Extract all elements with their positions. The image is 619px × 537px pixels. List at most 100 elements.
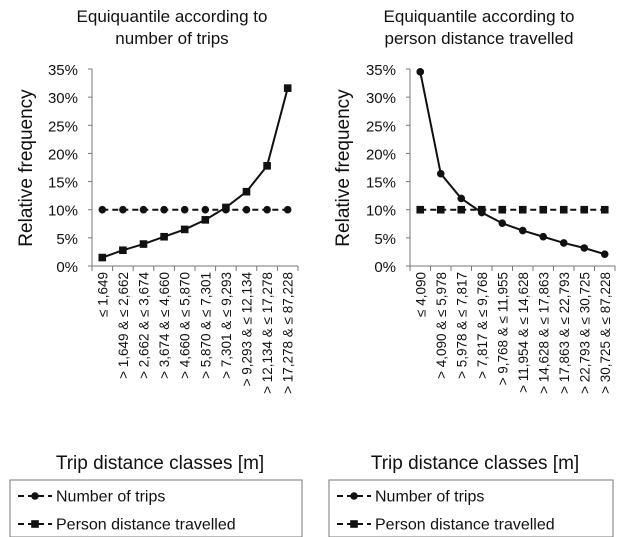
legend-box	[328, 479, 614, 537]
data-point-circle	[457, 194, 466, 203]
legend-item: Person distance travelled	[18, 517, 236, 534]
legend-label: Person distance travelled	[56, 517, 236, 534]
y-tick-label: 25%	[366, 118, 396, 135]
data-point-square	[518, 205, 527, 214]
y-axis-label: Relative frequency	[333, 89, 354, 247]
data-point-circle	[283, 205, 292, 214]
data-point-square	[242, 187, 251, 196]
x-tick-label: > 4,090 & ≤ 5,978	[434, 272, 449, 379]
data-point-circle	[580, 244, 589, 252]
chart-title-line: number of trips	[115, 29, 228, 48]
data-point-square	[201, 216, 210, 224]
legend: Number of trips Person distance travelled	[328, 479, 614, 537]
x-tick-label: > 7,817 & ≤ 9,768	[475, 272, 490, 379]
x-tick-label: > 9,768 & ≤ 11,955	[495, 272, 510, 385]
data-point-square	[119, 246, 127, 255]
data-point-square	[222, 203, 230, 212]
x-tick-label: ≤ 1,649	[95, 272, 110, 317]
x-tick-label: > 3,674 & ≤ 4,660	[157, 272, 172, 379]
legend-label: Person distance travelled	[375, 517, 555, 534]
chart-number-of-trips: Equiquantile according to number of trips…	[9, 7, 303, 537]
legend-marker-circle	[31, 492, 39, 500]
legend-item: Number of trips	[18, 489, 165, 506]
y-tick-label: 30%	[366, 90, 396, 107]
x-tick-label: > 30,725 & ≤ 87,228	[598, 272, 613, 394]
x-axis-label: Trip distance classes [m]	[371, 453, 579, 474]
series-number-of-trips	[416, 68, 609, 258]
y-tick-label: 20%	[366, 146, 396, 163]
series-person-distance-travelled	[98, 84, 292, 262]
y-tick-label: 5%	[374, 231, 396, 248]
data-point-square	[416, 205, 425, 214]
series-number-of-trips	[98, 205, 292, 214]
data-point-square	[180, 225, 189, 234]
x-tick-label: > 17,863 & ≤ 22,793	[557, 272, 572, 394]
data-point-square	[457, 205, 466, 214]
y-tick-label: 30%	[48, 90, 78, 107]
data-point-circle	[139, 205, 148, 214]
x-tick-label: > 12,134 & ≤ 17,278	[260, 272, 275, 394]
legend-item: Number of trips	[337, 489, 484, 506]
legend-marker-square	[31, 520, 39, 528]
y-tick-label: 35%	[366, 62, 396, 79]
data-point-circle	[242, 205, 251, 214]
data-point-circle	[600, 250, 609, 258]
data-point-square	[477, 205, 486, 214]
x-tick-label: > 5,978 & ≤ 7,817	[454, 272, 469, 379]
data-point-circle	[98, 205, 107, 214]
y-tick-label: 35%	[48, 62, 78, 79]
data-point-square	[580, 205, 589, 214]
y-tick-label: 15%	[366, 175, 396, 192]
data-point-square	[600, 205, 609, 214]
x-tick-label: > 4,660 & ≤ 5,870	[178, 272, 193, 379]
y-tick-label: 20%	[48, 146, 78, 163]
series-line	[419, 71, 606, 256]
data-point-square	[436, 205, 445, 214]
x-tick-label: ≤ 4,090	[413, 272, 428, 317]
chart-title-line: Equiquantile according to	[77, 7, 268, 26]
data-point-square	[139, 240, 148, 248]
x-tick-label: > 17,278 & ≤ 87,228	[281, 272, 296, 394]
data-point-circle	[119, 205, 127, 214]
x-tick-label: > 22,793 & ≤ 30,725	[577, 272, 592, 394]
data-point-circle	[201, 205, 210, 214]
y-tick-label: 10%	[366, 203, 396, 220]
x-tick-label: > 2,662 & ≤ 3,674	[137, 272, 152, 379]
legend-label: Number of trips	[56, 489, 165, 506]
legend-marker-square	[350, 520, 358, 528]
data-point-square	[498, 205, 507, 214]
legend: Number of trips Person distance travelled	[9, 479, 303, 537]
x-tick-label: > 14,628 & ≤ 17,863	[536, 272, 551, 394]
data-point-square	[160, 232, 168, 241]
data-point-circle	[263, 205, 271, 214]
legend-marker-circle	[350, 492, 358, 500]
data-point-circle	[559, 239, 568, 247]
series-line	[101, 87, 289, 259]
legend-box	[9, 479, 303, 537]
chart-title-line: person distance travelled	[384, 29, 573, 48]
y-tick-label: 15%	[48, 175, 78, 192]
y-tick-label: 5%	[56, 231, 78, 248]
data-point-circle	[180, 205, 189, 214]
data-point-square	[559, 205, 568, 214]
y-tick-label: 10%	[48, 203, 78, 220]
chart-title-line: Equiquantile according to	[384, 7, 575, 26]
chart-person-distance: Equiquantile according to person distance…	[328, 7, 616, 537]
x-tick-label: > 5,870 & ≤ 7,301	[198, 272, 213, 379]
y-axis-label: Relative frequency	[16, 89, 37, 247]
y-tick-label: 25%	[48, 118, 78, 135]
x-axis-label: Trip distance classes [m]	[56, 453, 264, 474]
series-person-distance-travelled	[416, 205, 609, 214]
data-point-circle	[539, 232, 548, 241]
x-tick-label: > 9,293 & ≤ 12,134	[240, 272, 255, 387]
data-point-circle	[416, 68, 425, 76]
data-point-square	[539, 205, 548, 214]
y-tick-label: 0%	[374, 259, 396, 276]
x-tick-label: > 1,649 & ≤ 2,662	[116, 272, 131, 379]
x-tick-label: > 11,954 & ≤ 14,628	[516, 272, 531, 393]
legend-item: Person distance travelled	[337, 517, 555, 534]
y-tick-label: 0%	[56, 259, 78, 276]
data-point-circle	[160, 205, 168, 214]
x-tick-label: > 7,301 & ≤ 9,293	[219, 272, 234, 379]
